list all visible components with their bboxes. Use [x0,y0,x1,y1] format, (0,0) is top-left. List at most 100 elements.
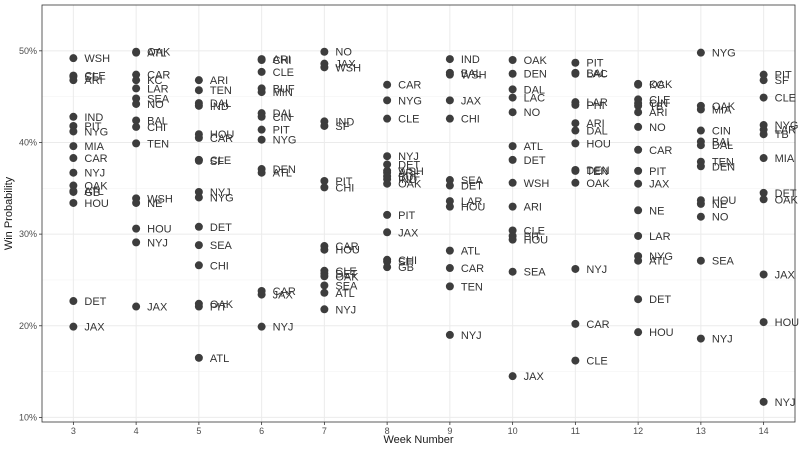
point-label: WSH [147,193,173,205]
data-point [257,55,266,64]
point-label: SF [398,257,412,269]
point-label: BAL [712,137,733,149]
data-point [508,108,517,117]
point-label: BUF [398,171,420,183]
point-label: CAR [147,70,170,82]
point-label: CLE [649,94,670,106]
point-label: JAX [335,59,356,71]
data-point [634,295,643,304]
point-label: NYJ [712,334,733,346]
data-point [571,264,580,273]
data-point [320,183,329,192]
data-point [320,47,329,56]
data-point [132,99,141,108]
data-point [194,222,203,231]
data-point [634,231,643,240]
point-label: ARI [524,202,542,214]
point-label: ARI [210,75,228,87]
y-tick-label: 10% [19,412,37,422]
data-point [132,48,141,57]
point-label: DAL [712,140,733,152]
data-point [194,156,203,165]
point-label: NYJ [335,304,356,316]
point-label: IND [461,54,480,66]
data-point [696,199,705,208]
data-point [320,288,329,297]
data-point [696,126,705,135]
data-point [320,305,329,314]
point-label: CHI [335,182,354,194]
point-label: SF [775,75,789,87]
data-point [132,238,141,247]
point-label: LAC [524,93,545,105]
point-label: CHI [210,260,229,272]
data-point [69,112,78,121]
data-point [257,88,266,97]
point-label: PHI [586,100,604,112]
data-point [194,101,203,110]
data-point [69,142,78,151]
point-label: LAR [461,196,482,208]
y-axis: 10% 20% 30% 40% 50% [19,46,42,422]
data-point [634,101,643,110]
data-point [194,261,203,270]
point-label: PIT [84,121,101,133]
data-point [571,100,580,109]
data-points: WSHCLESFARIINDPITNYGMIACARNYJOAKGBATLHOU… [69,47,799,409]
point-label: DET [775,188,797,200]
x-tick-label: 4 [134,426,139,436]
point-label: CHI [398,255,417,267]
x-tick-label: 6 [259,426,264,436]
point-label: CLE [210,155,231,167]
data-point [383,160,392,169]
point-label: JAX [398,227,419,239]
data-point [69,181,78,190]
point-label: WSH [84,53,110,65]
x-tick-label: 11 [571,426,580,436]
point-label: DAL [524,84,545,96]
point-label: CLE [586,356,607,368]
point-label: NO [524,107,541,119]
data-point [445,202,454,211]
point-label: NE [649,205,664,217]
point-label: NE [712,199,727,211]
data-point [696,162,705,171]
point-label: JAX [524,371,545,383]
point-label: WSH [398,166,424,178]
point-label: ATL [210,353,229,365]
data-point [320,63,329,72]
point-label: JAX [649,179,670,191]
point-label: CIN [712,126,731,138]
point-label: OAK [712,101,736,113]
point-label: JAX [775,269,796,281]
point-label: HOU [524,235,549,247]
data-point [508,55,517,64]
x-axis: 3 4 5 6 7 8 9 10 11 12 13 14 [71,422,769,436]
point-label: CAR [335,241,358,253]
data-point [257,168,266,177]
point-label: ATL [147,48,166,60]
point-label: PIT [775,70,792,82]
point-label: KC [649,80,664,92]
data-point [634,206,643,215]
point-label: NYG [210,192,234,204]
data-point [383,114,392,123]
data-point [508,155,517,164]
point-label: SEA [461,175,484,187]
point-label: OAK [210,299,234,311]
point-label: PIT [273,125,290,137]
data-point [132,70,141,79]
data-point [383,257,392,266]
point-label: NO [147,99,164,111]
data-point [508,202,517,211]
point-label: DAL [586,126,607,138]
point-label: ARI [586,118,604,130]
point-label: DAL [273,108,294,120]
data-point [508,235,517,244]
data-point [383,152,392,161]
data-point [445,96,454,105]
data-point [69,121,78,130]
point-label: WSH [461,70,487,82]
data-point [634,108,643,117]
point-label: SEA [524,267,547,279]
